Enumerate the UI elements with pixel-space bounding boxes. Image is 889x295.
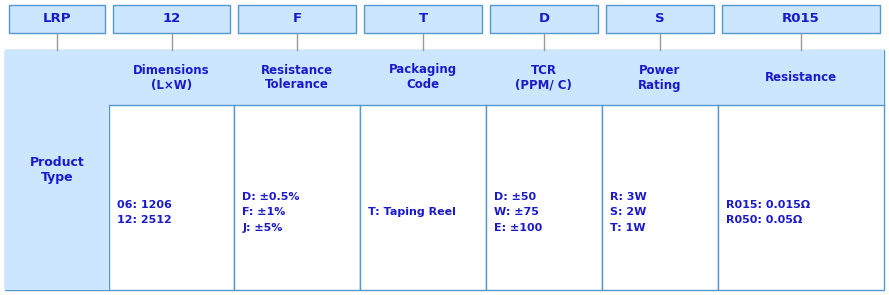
Text: T: T [419, 12, 428, 25]
Bar [5, 50, 108, 290]
Text: R015: R015 [782, 12, 820, 25]
Bar [605, 5, 714, 33]
Bar [718, 50, 884, 105]
Text: Resistance: Resistance [765, 71, 837, 84]
Text: D: D [538, 12, 549, 25]
Bar [718, 50, 884, 290]
Bar [360, 50, 485, 290]
Text: T: Taping Reel: T: Taping Reel [368, 207, 456, 217]
Bar [238, 5, 356, 33]
Text: R: 3W
S: 2W
T: 1W: R: 3W S: 2W T: 1W [610, 192, 646, 233]
Bar [5, 50, 108, 290]
Text: D: ±0.5%
F: ±1%
J: ±5%: D: ±0.5% F: ±1% J: ±5% [243, 192, 300, 233]
Text: R015: 0.015Ω
R050: 0.05Ω: R015: 0.015Ω R050: 0.05Ω [726, 199, 810, 225]
Bar [722, 5, 880, 33]
Text: 06: 1206
12: 2512: 06: 1206 12: 2512 [116, 199, 172, 225]
Text: Dimensions
(L×W): Dimensions (L×W) [133, 63, 210, 91]
Bar [9, 5, 105, 33]
Bar [108, 50, 235, 290]
Text: Power
Rating: Power Rating [638, 63, 682, 91]
Bar [235, 50, 360, 105]
Bar [485, 50, 602, 290]
Text: Resistance
Tolerance: Resistance Tolerance [261, 63, 333, 91]
Bar [602, 50, 718, 290]
Bar [360, 50, 485, 105]
Bar [602, 50, 718, 105]
Text: F: F [292, 12, 302, 25]
Text: TCR
(PPM/ C): TCR (PPM/ C) [516, 63, 573, 91]
Bar [490, 5, 597, 33]
Bar [113, 5, 230, 33]
Text: Packaging
Code: Packaging Code [388, 63, 457, 91]
Text: S: S [655, 12, 665, 25]
Bar [235, 50, 360, 290]
Bar [108, 50, 235, 105]
Text: LRP: LRP [43, 12, 71, 25]
Bar [364, 5, 482, 33]
Text: D: ±50
W: ±75
E: ±100: D: ±50 W: ±75 E: ±100 [493, 192, 542, 233]
Text: Product
Type: Product Type [29, 156, 84, 184]
Text: 12: 12 [163, 12, 180, 25]
Bar [485, 50, 602, 105]
